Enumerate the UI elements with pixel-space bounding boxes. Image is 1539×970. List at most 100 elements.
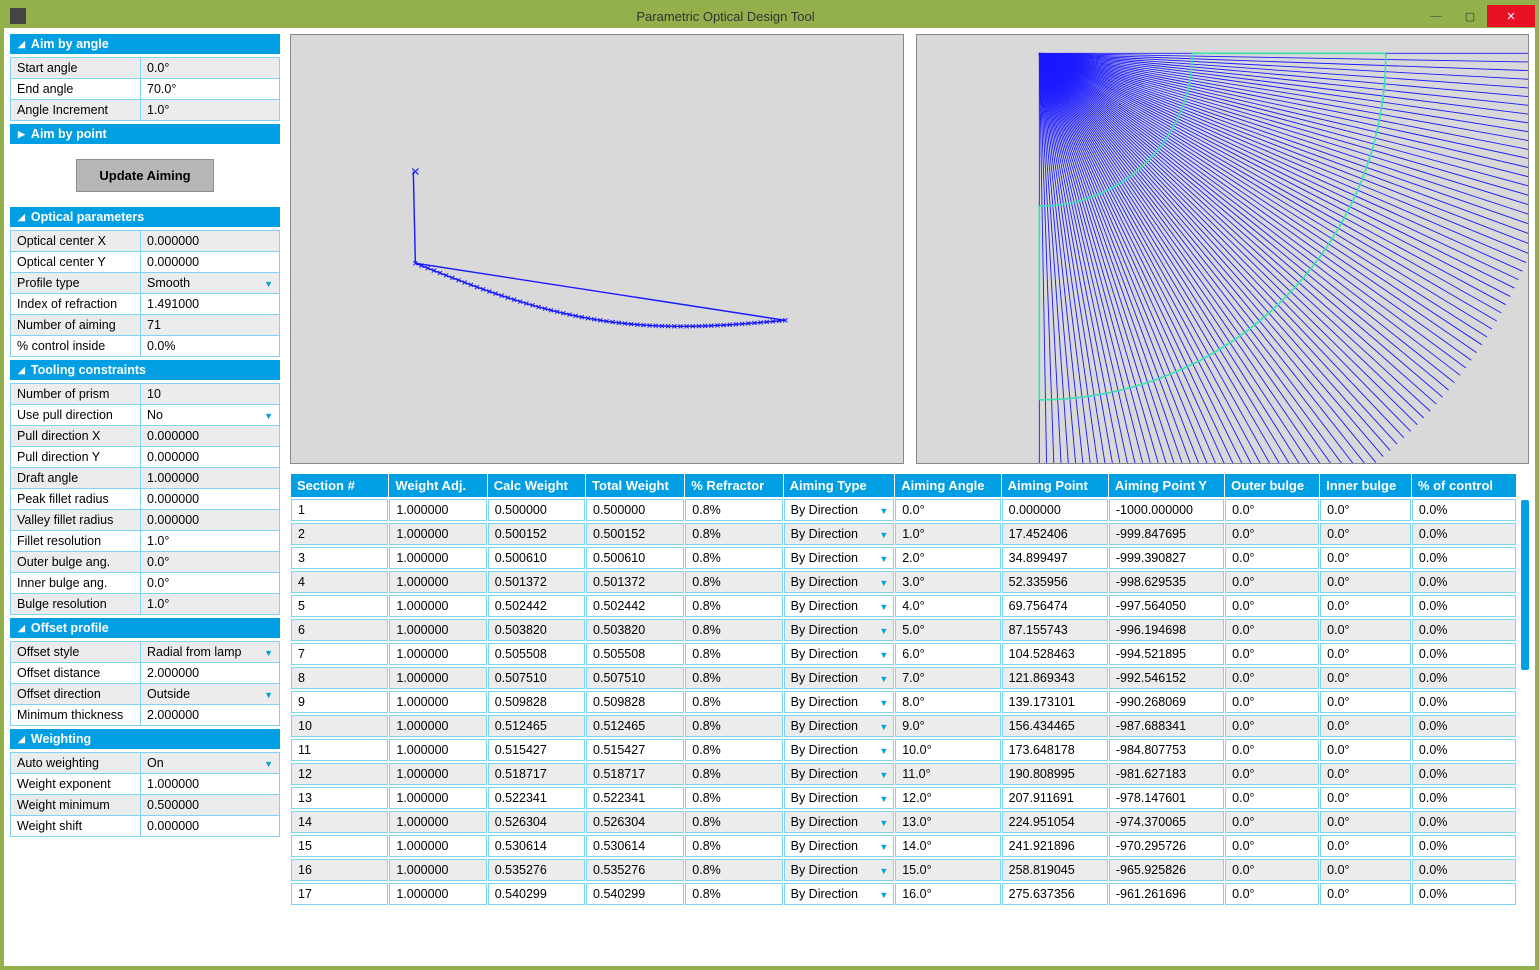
table-cell[interactable]: 0.530614 [586,835,684,857]
table-cell[interactable]: 0.500000 [488,499,585,521]
table-cell[interactable]: 15.0° [895,859,1000,881]
table-cell[interactable]: 52.335956 [1002,571,1108,593]
table-cell[interactable]: 13 [291,787,388,809]
property-value[interactable]: 1.0° [141,100,279,120]
column-header[interactable]: Weight Adj. [389,474,486,497]
table-cell[interactable]: -974.370065 [1109,811,1224,833]
table-cell[interactable]: By Direction [784,523,895,545]
column-header[interactable]: Section # [291,474,388,497]
table-cell[interactable]: 1.000000 [389,835,486,857]
table-cell[interactable]: 0.0° [1225,667,1319,689]
table-cell[interactable]: 0.500000 [586,499,684,521]
table-row[interactable]: 131.0000000.5223410.5223410.8%By Directi… [291,787,1516,809]
column-header[interactable]: % of control [1412,474,1516,497]
table-cell[interactable]: 7 [291,643,388,665]
table-cell[interactable]: -984.807753 [1109,739,1224,761]
table-cell[interactable]: 0.0° [1225,883,1319,905]
table-cell[interactable]: 1.000000 [389,811,486,833]
table-row[interactable]: 51.0000000.5024420.5024420.8%By Directio… [291,595,1516,617]
property-value[interactable]: 0.000000 [141,231,279,251]
table-cell[interactable]: 0.530614 [488,835,585,857]
table-cell[interactable]: 0.0° [1320,619,1411,641]
table-cell[interactable]: 13.0° [895,811,1000,833]
table-cell[interactable]: 207.911691 [1002,787,1108,809]
table-cell[interactable]: 0.501372 [488,571,585,593]
table-cell[interactable]: 0.8% [685,787,782,809]
column-header[interactable]: Aiming Type [784,474,895,497]
table-cell[interactable]: 0.503820 [488,619,585,641]
table-cell[interactable]: 1.000000 [389,499,486,521]
table-cell[interactable]: 0.500610 [586,547,684,569]
table-cell[interactable]: -994.521895 [1109,643,1224,665]
table-cell[interactable]: 1.000000 [389,547,486,569]
table-cell[interactable]: 0.8% [685,667,782,689]
property-value[interactable]: 1.0° [141,531,279,551]
table-cell[interactable]: 0.0% [1412,835,1516,857]
property-value[interactable]: 0.0° [141,58,279,78]
table-cell[interactable]: -997.564050 [1109,595,1224,617]
table-cell[interactable]: 12 [291,763,388,785]
table-cell[interactable]: 0.526304 [586,811,684,833]
column-header[interactable]: % Refractor [685,474,782,497]
table-cell[interactable]: 0.0° [1320,523,1411,545]
table-cell[interactable]: 87.155743 [1002,619,1108,641]
table-cell[interactable]: 11.0° [895,763,1000,785]
table-cell[interactable]: 1.000000 [389,787,486,809]
table-cell[interactable]: 9 [291,691,388,713]
property-value[interactable]: 0.000000 [141,510,279,530]
property-value[interactable]: 0.0° [141,552,279,572]
property-value[interactable]: Smooth [141,273,279,293]
table-row[interactable]: 161.0000000.5352760.5352760.8%By Directi… [291,859,1516,881]
table-cell[interactable]: 0.0% [1412,715,1516,737]
column-header[interactable]: Aiming Point [1002,474,1108,497]
table-cell[interactable]: 0.0% [1412,667,1516,689]
table-cell[interactable]: 0.502442 [488,595,585,617]
table-cell[interactable]: 34.899497 [1002,547,1108,569]
table-cell[interactable]: 7.0° [895,667,1000,689]
table-cell[interactable]: 0.0° [1320,835,1411,857]
table-cell[interactable]: -999.847695 [1109,523,1224,545]
table-cell[interactable]: -987.688341 [1109,715,1224,737]
table-cell[interactable]: 0.518717 [586,763,684,785]
table-cell[interactable]: 0.0° [1320,643,1411,665]
table-cell[interactable]: 14.0° [895,835,1000,857]
table-cell[interactable]: 0.8% [685,595,782,617]
table-cell[interactable]: 0.0° [1320,715,1411,737]
table-cell[interactable]: -996.194698 [1109,619,1224,641]
property-value[interactable]: 0.000000 [141,489,279,509]
table-cell[interactable]: 0.0% [1412,691,1516,713]
table-cell[interactable]: 1.000000 [389,883,486,905]
table-cell[interactable]: 1.000000 [389,859,486,881]
table-scrollbar[interactable] [1521,500,1529,670]
table-cell[interactable]: 10 [291,715,388,737]
table-cell[interactable]: By Direction [784,835,895,857]
table-cell[interactable]: 0.0° [1225,763,1319,785]
table-cell[interactable]: 0.8% [685,763,782,785]
update-aiming-button[interactable]: Update Aiming [76,159,213,192]
table-cell[interactable]: 0.0° [1225,859,1319,881]
table-cell[interactable]: 0.0% [1412,595,1516,617]
table-cell[interactable]: 0.535276 [586,859,684,881]
property-value[interactable]: 2.000000 [141,705,279,725]
profile-viewport[interactable] [290,34,904,464]
column-header[interactable]: Calc Weight [488,474,585,497]
table-cell[interactable]: By Direction [784,619,895,641]
table-cell[interactable]: 173.648178 [1002,739,1108,761]
table-cell[interactable]: 190.808995 [1002,763,1108,785]
table-cell[interactable]: 0.8% [685,571,782,593]
table-cell[interactable]: 1.000000 [389,739,486,761]
table-cell[interactable]: 17.452406 [1002,523,1108,545]
table-cell[interactable]: By Direction [784,691,895,713]
table-cell[interactable]: 0.0° [1320,499,1411,521]
table-cell[interactable]: 0.0° [1320,547,1411,569]
table-cell[interactable]: 0.0% [1412,571,1516,593]
table-cell[interactable]: 1.000000 [389,715,486,737]
table-cell[interactable]: 8 [291,667,388,689]
property-value[interactable]: 0.000000 [141,252,279,272]
table-cell[interactable]: 0.526304 [488,811,585,833]
table-cell[interactable]: 0.540299 [488,883,585,905]
aim-angle-header[interactable]: ◢Aim by angle [10,34,280,54]
table-cell[interactable]: 0.8% [685,643,782,665]
table-cell[interactable]: 0.8% [685,523,782,545]
table-cell[interactable]: 258.819045 [1002,859,1108,881]
